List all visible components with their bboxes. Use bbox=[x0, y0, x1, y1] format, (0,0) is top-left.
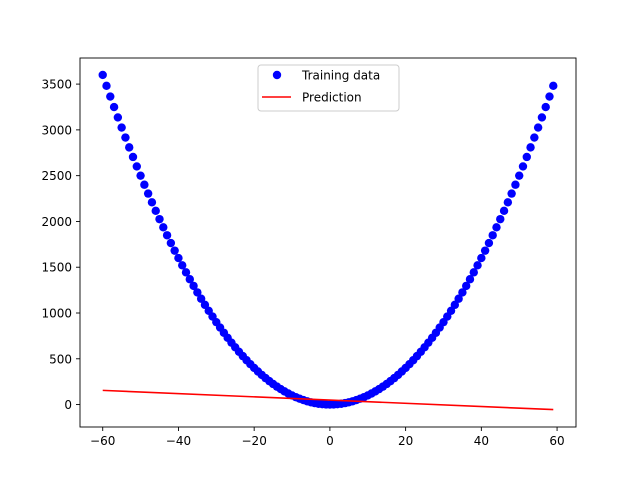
axes-frame bbox=[79, 57, 577, 428]
training-data-point bbox=[492, 223, 501, 232]
prediction-line bbox=[102, 389, 554, 411]
x-tick-label: −20 bbox=[242, 434, 267, 448]
training-data-point bbox=[541, 102, 550, 112]
training-data-point bbox=[125, 143, 134, 152]
training-data-point bbox=[159, 223, 168, 232]
training-data-point bbox=[106, 92, 115, 101]
training-data-point bbox=[499, 206, 509, 216]
axes-layer: −60 −40 −20 0 20 40 60 0 500 1000 1500 2000 2500 3000… bbox=[41, 57, 577, 448]
training-data-point bbox=[132, 162, 141, 171]
legend-box bbox=[257, 64, 400, 112]
training-data-point bbox=[515, 171, 524, 180]
training-data-point bbox=[117, 123, 126, 132]
x-tick-label: −40 bbox=[166, 434, 191, 448]
training-data-point bbox=[98, 70, 107, 80]
legend-label-prediction: Prediction bbox=[302, 91, 362, 105]
training-data-point bbox=[450, 300, 460, 310]
plot-area bbox=[98, 70, 558, 411]
training-data-point bbox=[151, 206, 160, 216]
training-data-point bbox=[545, 92, 554, 101]
training-data-point bbox=[155, 214, 164, 224]
x-tick-label: 20 bbox=[398, 434, 413, 448]
training-data-point bbox=[196, 294, 206, 303]
training-data-point bbox=[480, 246, 490, 255]
legend-marker-training bbox=[272, 70, 282, 80]
training-data-point bbox=[174, 253, 183, 263]
training-data-point bbox=[462, 281, 471, 291]
training-data-point bbox=[518, 162, 528, 171]
training-data-point bbox=[477, 253, 486, 263]
y-tick-label: 500 bbox=[49, 352, 72, 366]
training-data-point bbox=[507, 189, 516, 198]
training-data-point bbox=[511, 180, 520, 189]
training-data-point bbox=[189, 281, 198, 291]
training-data-point bbox=[522, 152, 531, 162]
y-tick-label: 3000 bbox=[41, 123, 72, 137]
training-data-point bbox=[178, 261, 187, 270]
training-data-point bbox=[140, 180, 149, 189]
y-tick-label: 2500 bbox=[41, 169, 72, 183]
training-data-point bbox=[484, 238, 494, 248]
training-data-point bbox=[185, 275, 194, 284]
training-data-point bbox=[147, 198, 157, 207]
x-tick-label: 0 bbox=[326, 434, 334, 448]
y-tick-label: 2000 bbox=[41, 215, 72, 229]
training-data-point bbox=[166, 238, 176, 248]
training-data-point bbox=[530, 133, 539, 142]
y-tick-label: 3500 bbox=[41, 78, 72, 92]
training-data-point bbox=[454, 294, 463, 303]
training-data-point bbox=[121, 133, 130, 142]
legend-label-training: Training data bbox=[301, 69, 380, 83]
training-data-point bbox=[465, 275, 475, 284]
training-data-point bbox=[181, 268, 191, 277]
y-tick-label: 1000 bbox=[41, 307, 72, 321]
training-data-point bbox=[170, 246, 179, 255]
training-data-point bbox=[458, 288, 467, 297]
training-data-point bbox=[102, 81, 111, 91]
training-data-point bbox=[109, 102, 119, 112]
training-data-point bbox=[549, 81, 558, 91]
training-data-point bbox=[503, 198, 513, 207]
training-data-point bbox=[533, 123, 543, 132]
x-tick-label: 40 bbox=[474, 434, 489, 448]
y-tick-label: 0 bbox=[64, 398, 72, 412]
training-data-point bbox=[143, 189, 153, 198]
training-data-point bbox=[162, 231, 172, 240]
x-tick-label: −60 bbox=[90, 434, 115, 448]
training-data-point bbox=[488, 231, 497, 240]
training-data-point bbox=[469, 268, 478, 277]
training-data-point bbox=[473, 261, 482, 270]
training-data-point bbox=[526, 143, 535, 152]
training-data-point bbox=[446, 306, 456, 316]
training-data-point bbox=[128, 152, 138, 162]
y-tick-label: 1500 bbox=[41, 261, 72, 275]
legend: Training data Prediction bbox=[257, 64, 400, 112]
training-data-point bbox=[537, 113, 547, 122]
training-data-point bbox=[113, 113, 123, 122]
training-data-point bbox=[496, 214, 505, 224]
training-data-point bbox=[200, 300, 210, 310]
training-data-point bbox=[193, 288, 202, 297]
training-data-point bbox=[136, 171, 145, 180]
x-tick-label: 60 bbox=[549, 434, 564, 448]
